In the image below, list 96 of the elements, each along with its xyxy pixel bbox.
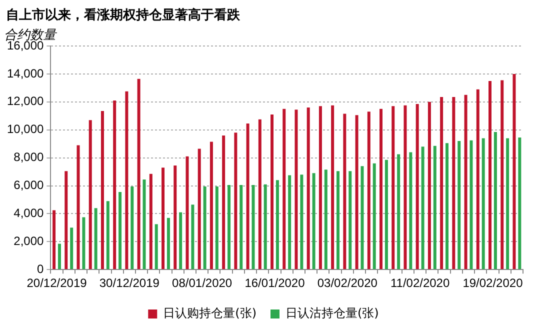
- bar: [512, 74, 516, 270]
- bar: [174, 165, 177, 270]
- bar: [130, 186, 134, 270]
- bar: [282, 108, 286, 270]
- bar: [367, 112, 370, 270]
- bar: [348, 171, 352, 270]
- legend-label: 日认购持仓量(张): [163, 306, 257, 320]
- bar: [198, 148, 201, 270]
- bar: [94, 208, 98, 270]
- bar: [179, 212, 182, 270]
- bar: [191, 204, 194, 270]
- bar: [64, 171, 68, 270]
- bar: [470, 140, 473, 270]
- bar: [343, 114, 346, 270]
- bar: [306, 107, 310, 270]
- bar: [476, 89, 480, 270]
- bar: [186, 156, 189, 270]
- bar: [318, 106, 322, 270]
- bar: [270, 114, 274, 270]
- bar: [397, 154, 400, 270]
- bar: [246, 124, 250, 270]
- bar: [166, 218, 170, 270]
- bar: [355, 115, 358, 270]
- bar: [137, 78, 140, 270]
- bar: [142, 179, 146, 270]
- bar: [500, 80, 504, 270]
- bar: [360, 166, 364, 270]
- bar: [494, 132, 497, 270]
- bar: [162, 168, 165, 270]
- bar: [392, 106, 395, 270]
- bar: [300, 174, 304, 270]
- bar: [100, 110, 104, 270]
- bar: [421, 146, 424, 270]
- bar: [312, 173, 316, 270]
- bar: [458, 141, 461, 270]
- x-tick-label: 03/02/2020: [317, 276, 378, 290]
- bar: [215, 186, 218, 270]
- bar: [433, 146, 436, 270]
- bar: [234, 132, 238, 270]
- bar: [416, 104, 419, 270]
- bar: [336, 171, 340, 270]
- bar: [258, 119, 262, 270]
- bar: [76, 145, 80, 270]
- y-tick-label: 12,000: [7, 94, 44, 108]
- y-tick-label: 6,000: [14, 178, 44, 192]
- bar: [118, 192, 122, 270]
- y-tick-label: 2,000: [14, 234, 44, 248]
- x-tick-label: 20/12/2019: [26, 276, 88, 290]
- bar: [518, 138, 522, 270]
- bar: [264, 184, 267, 270]
- bar: [210, 142, 213, 270]
- bar: [288, 175, 292, 270]
- x-tick-label: 30/12/2019: [99, 276, 160, 290]
- bar: [222, 135, 226, 270]
- y-tick-label: 10,000: [7, 122, 44, 136]
- y-tick-label: 14,000: [7, 66, 44, 80]
- bar: [446, 143, 449, 270]
- bar: [464, 94, 468, 270]
- bar: [294, 110, 298, 270]
- bar: [240, 185, 243, 270]
- bar: [409, 152, 412, 270]
- bar: [154, 224, 158, 270]
- bar: [113, 100, 116, 270]
- bar: [125, 91, 128, 270]
- bar: [372, 163, 376, 270]
- x-tick-label: 19/02/2020: [462, 276, 524, 290]
- bar: [428, 102, 431, 270]
- bar: [106, 201, 110, 270]
- bar: [331, 105, 334, 270]
- x-tick-label: 11/02/2020: [390, 276, 450, 290]
- bar: [52, 210, 56, 270]
- bar: [324, 170, 328, 270]
- bar: [82, 217, 86, 270]
- bar: [404, 105, 407, 270]
- bar: [228, 185, 231, 270]
- bar: [58, 244, 61, 270]
- bar: [149, 174, 152, 270]
- bar: [452, 97, 456, 270]
- y-tick-label: 8,000: [14, 150, 44, 164]
- y-tick-label: 4,000: [14, 206, 44, 220]
- chart-title: 自上市以来，看涨期权持仓显著高于看跌: [5, 6, 241, 24]
- legend-label: 日认沽持仓量(张): [286, 306, 379, 320]
- bar: [70, 228, 74, 270]
- bar: [384, 160, 388, 270]
- bar: [488, 80, 492, 270]
- bar: [276, 180, 279, 270]
- bar: [203, 186, 206, 270]
- bar: [440, 97, 444, 270]
- x-tick-label: 08/01/2020: [172, 276, 232, 290]
- x-tick-label: 16/01/2020: [244, 276, 306, 290]
- y-tick-label: 0: [37, 262, 44, 276]
- bar: [482, 138, 485, 270]
- bar: [88, 120, 92, 270]
- bar: [380, 108, 383, 270]
- bar: [252, 185, 255, 270]
- bar: [506, 138, 510, 270]
